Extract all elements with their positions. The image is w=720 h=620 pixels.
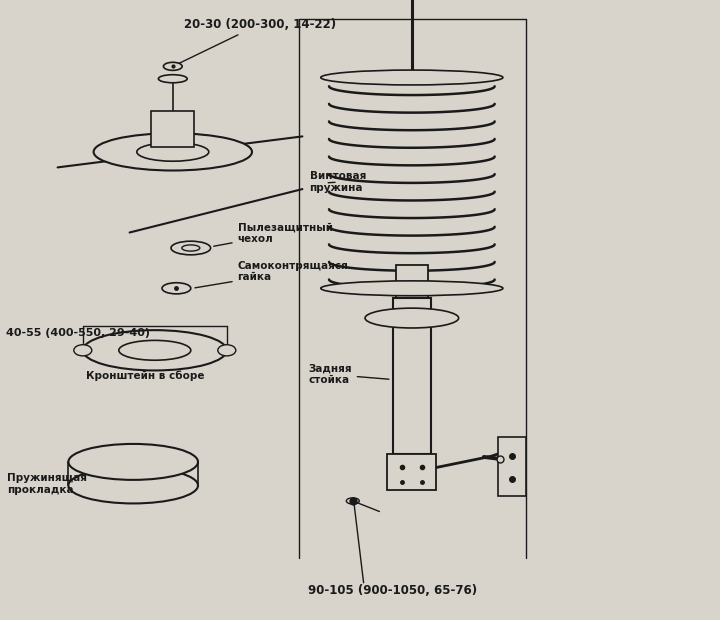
Ellipse shape [94, 133, 252, 171]
Text: 20-30 (200-300, 14-22): 20-30 (200-300, 14-22) [175, 18, 336, 65]
Text: 90-105 (900-1050, 65-76): 90-105 (900-1050, 65-76) [308, 584, 477, 597]
Ellipse shape [73, 345, 92, 356]
Ellipse shape [119, 340, 191, 360]
Bar [498, 437, 526, 496]
Ellipse shape [83, 330, 227, 371]
Bar [396, 265, 428, 299]
Text: 40-55 (400-550, 29-40): 40-55 (400-550, 29-40) [6, 328, 150, 338]
Ellipse shape [171, 241, 211, 255]
Ellipse shape [163, 63, 182, 71]
Ellipse shape [158, 75, 187, 82]
Bar [387, 454, 436, 490]
Text: Пружинящая
прокладка: Пружинящая прокладка [7, 473, 87, 495]
Ellipse shape [320, 281, 503, 296]
Ellipse shape [218, 345, 236, 356]
Text: Винтовая
пружина: Винтовая пружина [310, 171, 366, 193]
Bar [151, 111, 194, 147]
Text: Кронштейн в сборе: Кронштейн в сборе [86, 371, 205, 381]
Ellipse shape [162, 283, 191, 294]
Ellipse shape [365, 308, 459, 328]
Text: Пылезащитный
чехол: Пылезащитный чехол [214, 222, 333, 246]
Ellipse shape [320, 70, 503, 85]
Bar [393, 298, 431, 454]
Ellipse shape [68, 467, 198, 503]
Text: Самоконтрящаяся
гайка: Самоконтрящаяся гайка [195, 260, 348, 288]
Ellipse shape [68, 444, 198, 480]
Text: Задняя
стойка: Задняя стойка [308, 363, 389, 385]
